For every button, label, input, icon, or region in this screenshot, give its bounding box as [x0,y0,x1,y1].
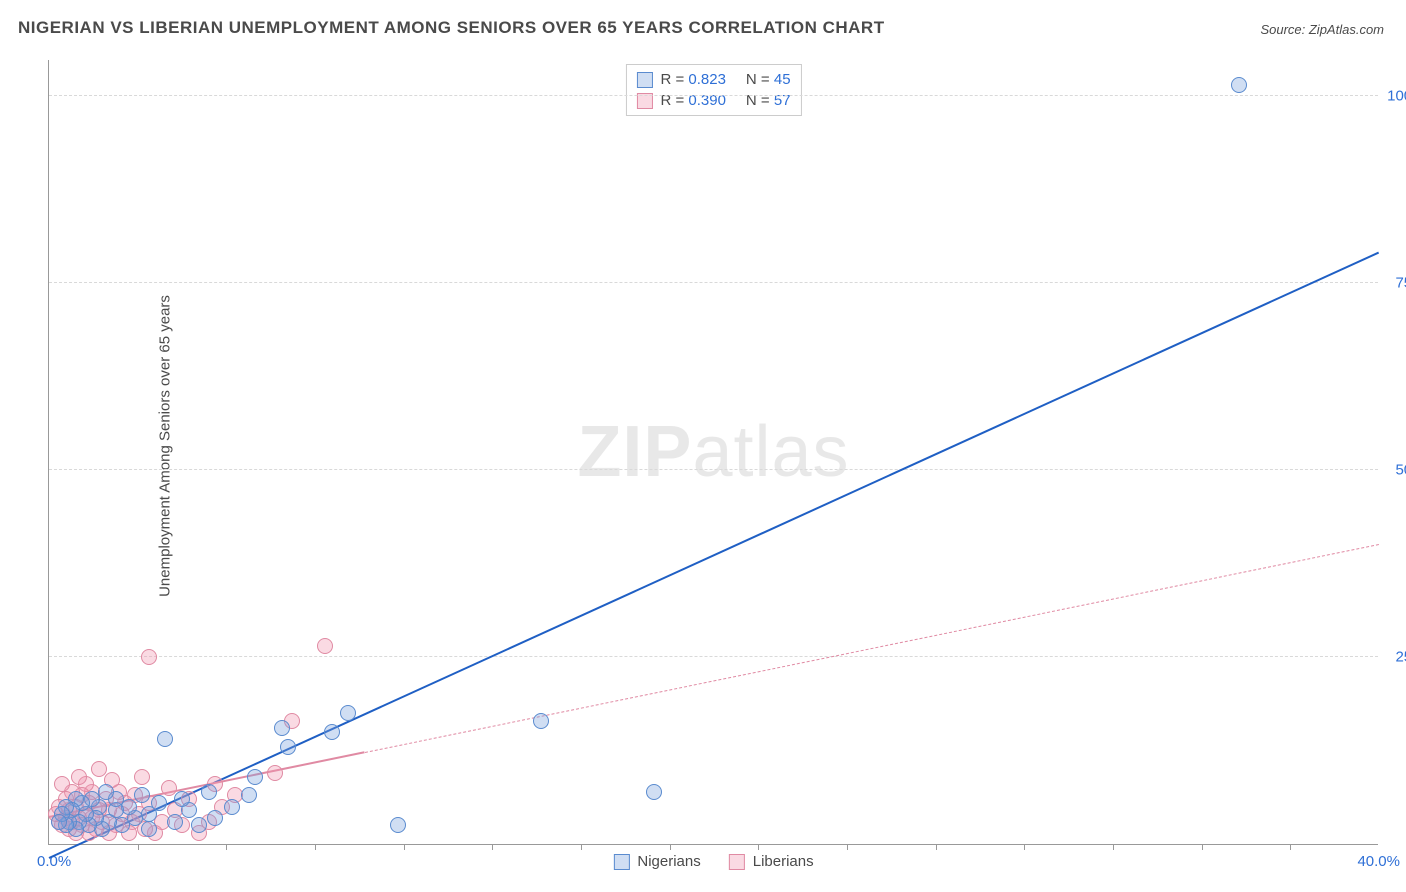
data-point [280,739,296,755]
plot-area: ZIPatlas R = 0.823N = 45R = 0.390N = 57 … [48,60,1378,845]
watermark-atlas: atlas [692,412,849,492]
x-tick [758,844,759,850]
data-point [324,724,340,740]
data-point [91,761,107,777]
legend-r: R = 0.823 [660,71,725,88]
data-point [71,769,87,785]
gridline [49,282,1378,283]
data-point [54,776,70,792]
gridline [49,656,1378,657]
data-point [191,817,207,833]
data-point [267,765,283,781]
data-point [134,787,150,803]
x-tick [847,844,848,850]
legend-swatch [729,854,745,870]
data-point [141,821,157,837]
series-legend: Nigerians Liberians [613,853,813,870]
data-point [340,705,356,721]
legend-label: Nigerians [637,853,700,870]
legend-row: R = 0.823 N = 45 [636,69,790,90]
data-point [533,713,549,729]
data-point [174,791,190,807]
trend-line [49,251,1380,858]
y-tick-label: 50.0% [1395,462,1406,479]
legend-item: Nigerians [613,853,700,870]
x-tick [936,844,937,850]
data-point [167,814,183,830]
x-tick [1202,844,1203,850]
watermark: ZIPatlas [577,411,849,493]
data-point [51,814,67,830]
source-credit: Source: ZipAtlas.com [1260,22,1384,37]
legend-row: R = 0.390N = 57 [636,90,790,111]
data-point [201,784,217,800]
data-point [241,787,257,803]
y-tick-label: 100.0% [1387,88,1406,105]
gridline [49,469,1378,470]
x-tick [138,844,139,850]
x-tick [404,844,405,850]
data-point [161,780,177,796]
x-tick [581,844,582,850]
chart-title: NIGERIAN VS LIBERIAN UNEMPLOYMENT AMONG … [18,18,885,38]
data-point [247,769,263,785]
legend-item: Liberians [729,853,814,870]
data-point [274,720,290,736]
data-point [134,769,150,785]
data-point [207,810,223,826]
x-tick [670,844,671,850]
data-point [317,638,333,654]
watermark-zip: ZIP [577,412,692,492]
data-point [1231,77,1247,93]
x-tick [315,844,316,850]
legend-n: N = 45 [746,71,791,88]
x-tick [1024,844,1025,850]
y-tick-label: 75.0% [1395,275,1406,292]
legend-label: Liberians [753,853,814,870]
y-tick-label: 25.0% [1395,649,1406,666]
gridline [49,95,1378,96]
data-point [157,731,173,747]
x-tick [1290,844,1291,850]
legend-swatch [636,72,652,88]
data-point [390,817,406,833]
x-tick [492,844,493,850]
trend-line [365,544,1379,753]
correlation-legend: R = 0.823 N = 45 R = 0.390N = 57 [625,64,801,116]
x-axis-max-label: 40.0% [1357,853,1400,870]
x-tick [226,844,227,850]
data-point [224,799,240,815]
x-tick [1113,844,1114,850]
legend-swatch [613,854,629,870]
data-point [646,784,662,800]
data-point [141,649,157,665]
